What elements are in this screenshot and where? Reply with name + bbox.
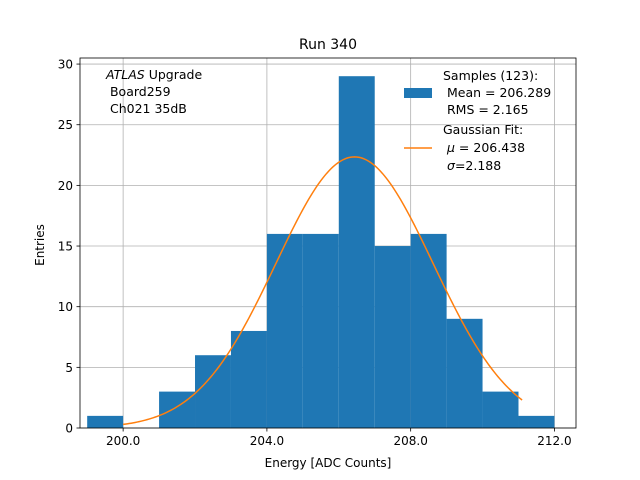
legend-samples-patch [404, 88, 432, 98]
histogram-bar [518, 415, 555, 428]
y-tick-label: 0 [65, 422, 73, 436]
histogram-bar [230, 330, 267, 428]
atlas-annotation: ATLAS Upgrade Board259 Ch021 35dB [105, 67, 202, 116]
histogram-bar [482, 391, 519, 428]
annotation-upgrade-word: Upgrade [145, 67, 203, 82]
histogram-bar [87, 415, 124, 428]
legend-mu-symbol: μ [446, 140, 455, 155]
gaussian-fit-curve [123, 156, 523, 426]
histogram-bar [302, 233, 339, 428]
x-tick-label: 204.0 [250, 434, 284, 448]
histogram-bar [195, 355, 231, 428]
legend: Samples (123): Mean = 206.289 RMS = 2.16… [404, 68, 551, 173]
annotation-line-2: Board259 [106, 84, 171, 99]
legend-samples-line-1: Samples (123): [443, 68, 538, 83]
histogram-bar [446, 318, 483, 428]
legend-sigma-value: =2.188 [455, 158, 501, 173]
legend-fit-line-1: Gaussian Fit: [443, 122, 523, 137]
y-tick-label: 30 [58, 58, 73, 72]
histogram-bar [410, 233, 447, 428]
y-tick-label: 15 [58, 240, 73, 254]
histogram-bar [338, 76, 375, 429]
x-tick-label: 200.0 [106, 434, 140, 448]
y-axis-label: Entries [33, 224, 47, 266]
y-tick-label: 20 [58, 179, 73, 193]
histogram-bars [87, 76, 555, 429]
y-tick-label: 5 [65, 361, 73, 375]
x-tick-label: 208.0 [393, 434, 427, 448]
plot-frame [79, 57, 577, 429]
annotation-line-1: ATLAS Upgrade [105, 67, 202, 82]
legend-fit-mu: μ = 206.438 [446, 140, 525, 155]
legend-samples-line-2: Mean = 206.289 [443, 85, 551, 100]
legend-fit-sigma: σ=2.188 [447, 158, 501, 173]
y-tick-label: 10 [58, 300, 73, 314]
histogram-bar [374, 246, 411, 428]
y-tick-label: 25 [58, 118, 73, 132]
histogram-bar [266, 233, 303, 428]
annotation-line-3: Ch021 35dB [106, 101, 187, 116]
annotation-atlas-word: ATLAS [105, 67, 145, 82]
x-tick-label: 212.0 [537, 434, 571, 448]
x-axis-ticks: 200.0 204.0 208.0 212.0 [106, 428, 572, 448]
legend-sigma-symbol: σ [447, 158, 456, 173]
legend-mu-value: = 206.438 [455, 140, 525, 155]
x-axis-label: Energy [ADC Counts] [265, 456, 392, 470]
y-axis-ticks: 0 5 10 15 20 25 30 [58, 58, 80, 436]
legend-samples-line-3: RMS = 2.165 [443, 102, 529, 117]
chart-title: Run 340 [299, 37, 357, 53]
